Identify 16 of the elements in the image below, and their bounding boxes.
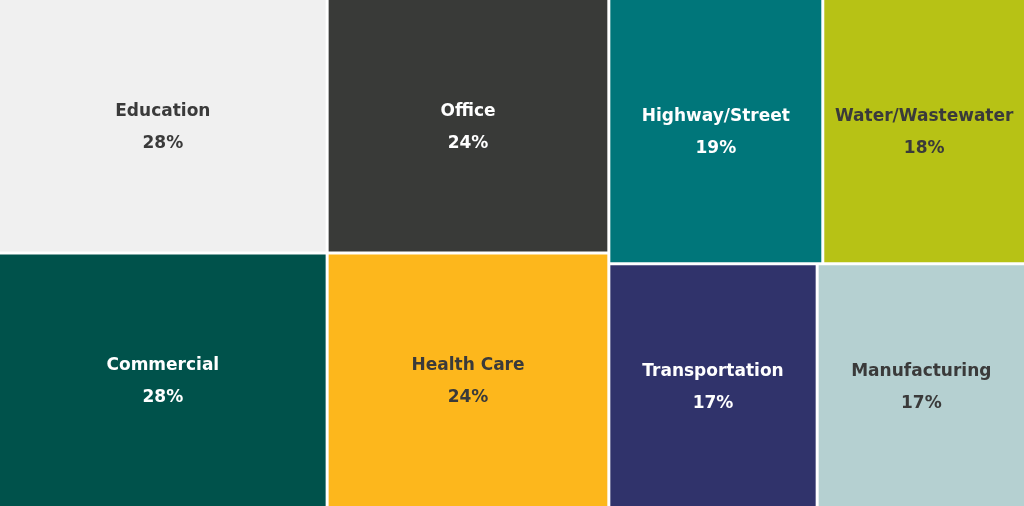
data-label: 17% — [692, 391, 734, 412]
category-label: Health Care — [411, 354, 525, 375]
category-label: Transportation — [642, 359, 784, 380]
category-label: Highway/Street — [641, 105, 790, 126]
category-label: Education — [115, 99, 211, 120]
data-label: 28% — [142, 386, 184, 407]
category-label: Manufacturing — [851, 359, 992, 380]
data-label: 24% — [447, 386, 489, 407]
data-label: 24% — [447, 131, 489, 152]
data-label: 18% — [903, 137, 945, 158]
data-label: 17% — [900, 391, 942, 412]
category-label: Water/Wastewater — [834, 105, 1014, 126]
category-label: Office — [440, 99, 496, 120]
category-label: Commercial — [106, 354, 220, 375]
data-label: 28% — [142, 131, 184, 152]
data-label: 19% — [695, 137, 737, 158]
